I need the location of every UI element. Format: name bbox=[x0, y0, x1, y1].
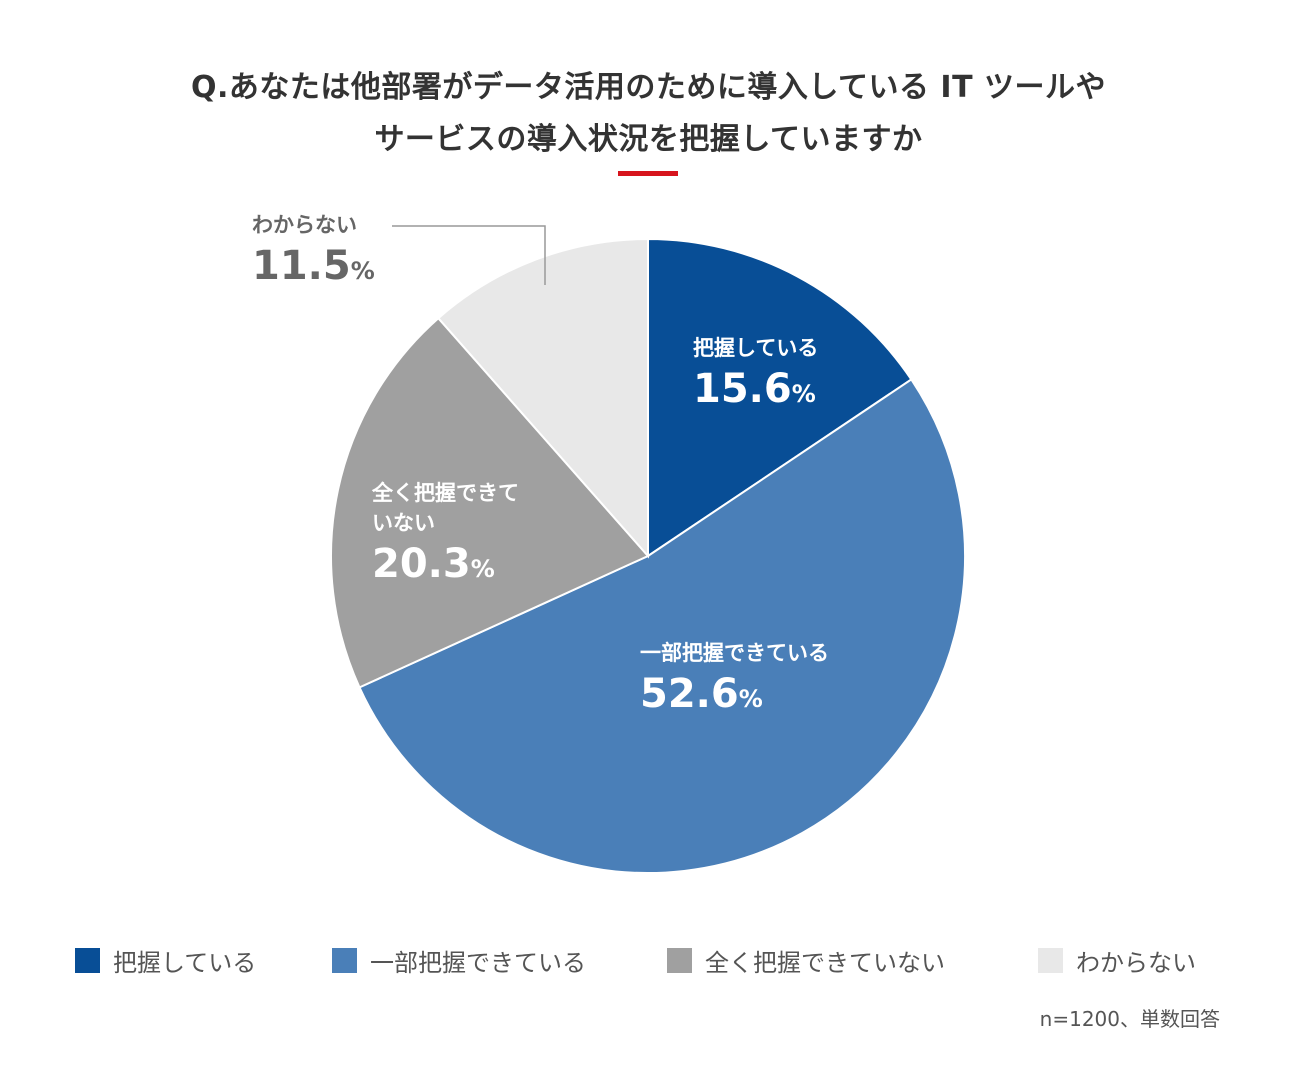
legend-item-none: 全く把握できていない bbox=[667, 943, 945, 978]
slice-label-none: 全く把握できて いない 20.3% bbox=[372, 478, 519, 595]
legend-item-partial: 一部把握できている bbox=[332, 943, 586, 978]
legend-swatch-grasp bbox=[75, 948, 100, 973]
legend-label-partial: 一部把握できている bbox=[370, 949, 586, 977]
slice-value-none: 20.3% bbox=[372, 541, 495, 587]
pie-slice-none bbox=[330, 316, 650, 689]
pie-slice-unknown bbox=[436, 237, 649, 559]
legend-item-grasp: 把握している bbox=[75, 943, 256, 978]
slice-name-none-line1: 全く把握できて bbox=[372, 481, 519, 505]
slice-value-partial: 52.6% bbox=[640, 671, 763, 717]
slice-name-grasp: 把握している bbox=[693, 336, 819, 360]
slice-name-none-line2: いない bbox=[372, 511, 435, 535]
pie-slice-partial bbox=[358, 378, 966, 874]
legend-item-unknown: わからない bbox=[1038, 943, 1196, 978]
slice-name-unknown: わからない bbox=[252, 213, 357, 237]
sample-note: n=1200、単数回答 bbox=[1039, 1007, 1220, 1031]
legend-label-grasp: 把握している bbox=[113, 949, 257, 977]
legend-swatch-unknown bbox=[1038, 948, 1063, 973]
leader-line-unknown bbox=[392, 225, 546, 285]
legend-label-unknown: わからない bbox=[1076, 949, 1196, 977]
title-accent-bar bbox=[618, 171, 678, 176]
slice-label-unknown: わからない 11.5% bbox=[252, 210, 375, 297]
chart-title-line2: サービスの導入状況を把握していますか bbox=[374, 122, 923, 157]
legend-label-none: 全く把握できていない bbox=[705, 949, 945, 977]
pie-slice-grasp bbox=[647, 237, 913, 558]
slice-value-grasp: 15.6% bbox=[693, 366, 816, 412]
slice-label-partial: 一部把握できている 52.6% bbox=[640, 638, 829, 725]
chart-title-line1: Q.あなたは他部署がデータ活用のために導入している IT ツールや bbox=[190, 70, 1106, 105]
legend-swatch-partial bbox=[332, 948, 357, 973]
legend-swatch-none bbox=[667, 948, 692, 973]
slice-name-partial: 一部把握できている bbox=[640, 641, 829, 665]
slice-label-grasp: 把握している 15.6% bbox=[693, 333, 818, 420]
slice-value-unknown: 11.5% bbox=[252, 243, 375, 289]
